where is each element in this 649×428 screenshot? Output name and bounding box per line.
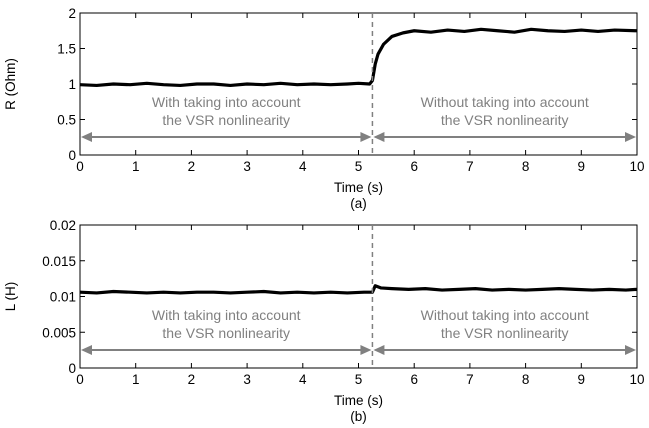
x-tick-label: 9: [578, 159, 586, 174]
y-tick-label: 0.5: [57, 113, 76, 128]
series-line: [79, 27, 638, 88]
arrow-left-region-head-right: [360, 132, 372, 142]
y-tick-label: 0: [68, 148, 76, 163]
x-tick-label: 6: [410, 159, 418, 174]
x-tick-label: 7: [466, 372, 474, 387]
x-tick-label: 2: [188, 159, 196, 174]
y-tick-label: 2: [68, 6, 76, 21]
y-tick-label: 0.02: [50, 218, 76, 233]
plot-frame: [79, 224, 638, 369]
x-axis-label: Time (s): [334, 180, 383, 195]
y-tick-label: 0.015: [42, 254, 76, 269]
chart-resistance: 0 1 2 3 4 5 6 7 8 9 10 0 0.5 1 1.5 2 With taking into ac…: [3, 6, 645, 211]
arrow-left-region-head-right: [360, 345, 372, 355]
arrow-right-region-head-right: [625, 132, 636, 142]
x-tick-label: 7: [466, 159, 474, 174]
annotation-left-line2: the VSR nonlinearity: [162, 112, 290, 128]
x-tick-label: 8: [522, 372, 530, 387]
y-tick-label: 0.005: [42, 325, 76, 340]
x-tick-label: 6: [410, 372, 418, 387]
y-tick-label: 0.01: [50, 290, 76, 305]
chart-inductance: 0 1 2 3 4 5 6 7 8 9 10 0 0.005 0.01 0.015 0.02 With taki…: [3, 218, 645, 424]
series-line: [79, 284, 638, 295]
x-tick-label: 3: [243, 372, 251, 387]
arrow-left-region-head-left: [81, 345, 92, 355]
annotation-left-line1: With taking into account: [152, 94, 301, 110]
x-tick-label: 9: [578, 372, 586, 387]
y-tick-label: 0: [68, 361, 76, 376]
annotation-right-line2: the VSR nonlinearity: [441, 325, 569, 341]
x-tick-label: 0: [76, 159, 84, 174]
x-tick-label: 10: [629, 159, 644, 174]
x-tick-label: 10: [629, 372, 644, 387]
arrow-right-region-head-right: [625, 345, 636, 355]
x-axis-label: Time (s): [334, 393, 383, 408]
y-axis-label: L (H): [3, 282, 18, 312]
annotation-right-line2: the VSR nonlinearity: [441, 112, 569, 128]
x-tick-label: 1: [132, 159, 140, 174]
x-tick-label: 8: [522, 159, 530, 174]
arrow-left-region-head-left: [81, 132, 92, 142]
y-tick-label: 1.5: [57, 42, 76, 57]
x-tick-label: 5: [355, 372, 363, 387]
x-tick-label: 5: [355, 159, 363, 174]
panel-caption: (a): [350, 196, 367, 211]
panel-caption: (b): [350, 409, 367, 424]
y-tick-label: 1: [68, 77, 76, 92]
arrow-right-region-head-left: [373, 345, 385, 355]
x-tick-label: 3: [243, 159, 251, 174]
x-tick-label: 1: [132, 372, 140, 387]
x-tick-label: 4: [299, 159, 307, 174]
annotation-left-line2: the VSR nonlinearity: [162, 325, 290, 341]
annotation-right-line1: Without taking into account: [421, 94, 589, 110]
annotation-left-line1: With taking into account: [152, 307, 301, 323]
x-tick-label: 0: [76, 372, 84, 387]
x-tick-label: 2: [188, 372, 196, 387]
x-tick-label: 4: [299, 372, 307, 387]
y-axis-label: R (Ohm): [3, 58, 18, 110]
annotation-right-line1: Without taking into account: [421, 307, 589, 323]
arrow-right-region-head-left: [373, 132, 385, 142]
